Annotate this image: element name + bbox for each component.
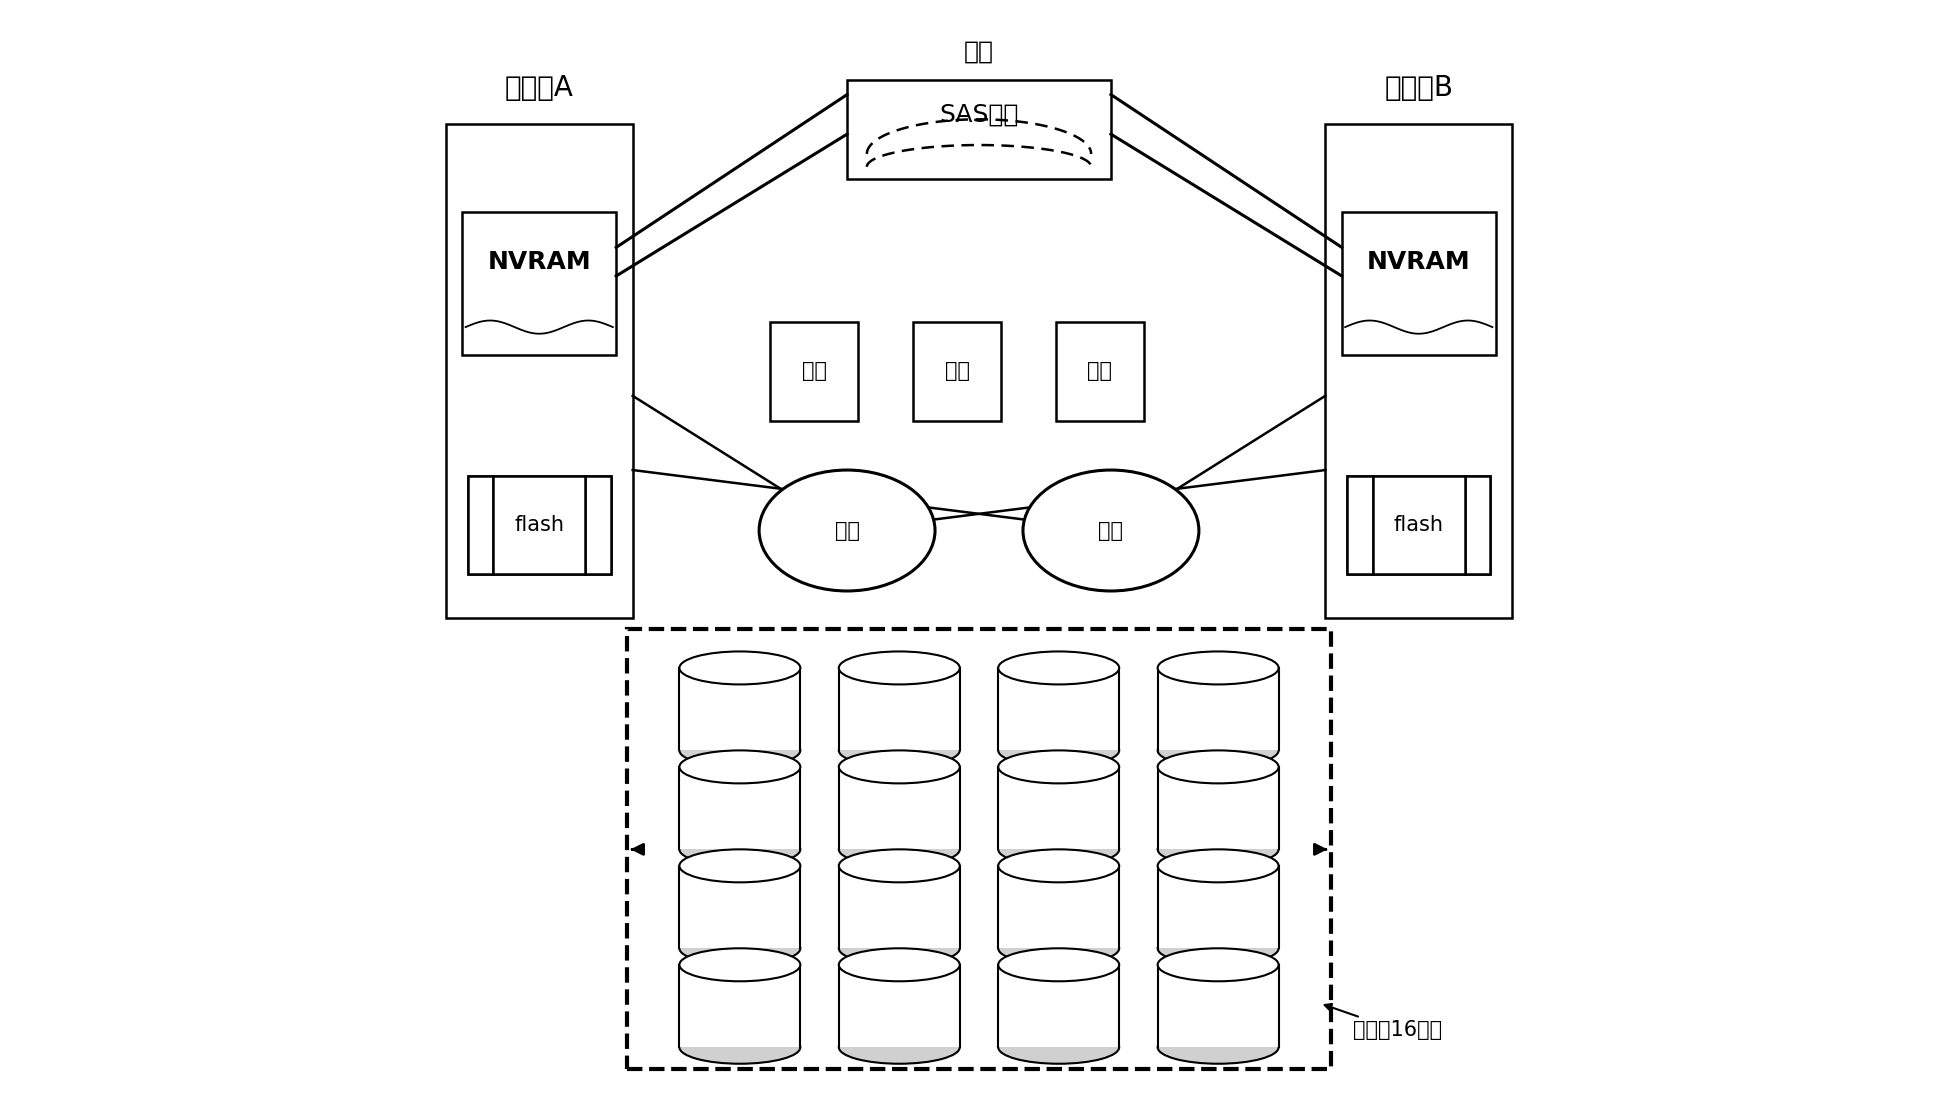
FancyBboxPatch shape [585,475,611,575]
Text: 控制器B: 控制器B [1384,74,1452,102]
Ellipse shape [998,850,1119,882]
Text: flash: flash [1393,515,1442,535]
FancyBboxPatch shape [838,866,959,948]
FancyBboxPatch shape [462,212,616,355]
FancyBboxPatch shape [626,630,1331,1070]
Ellipse shape [759,470,935,591]
Text: 电源: 电源 [834,520,859,540]
Text: 硬盘（16块）: 硬盘（16块） [1325,1004,1440,1040]
Ellipse shape [838,652,959,684]
FancyBboxPatch shape [446,124,632,619]
Text: 风扇: 风扇 [800,361,826,381]
Ellipse shape [1157,652,1278,684]
Ellipse shape [679,833,800,866]
Ellipse shape [679,932,800,965]
Ellipse shape [998,734,1119,767]
Ellipse shape [998,750,1119,783]
FancyBboxPatch shape [468,475,611,575]
Ellipse shape [679,1031,800,1064]
FancyBboxPatch shape [998,667,1119,750]
FancyBboxPatch shape [998,866,1119,948]
Ellipse shape [838,750,959,783]
Ellipse shape [679,652,800,684]
Text: NVRAM: NVRAM [1366,250,1470,274]
Ellipse shape [1157,734,1278,767]
FancyBboxPatch shape [493,475,585,575]
FancyBboxPatch shape [1464,475,1489,575]
FancyBboxPatch shape [838,965,959,1048]
FancyBboxPatch shape [679,667,800,750]
Ellipse shape [679,850,800,882]
Ellipse shape [1157,1031,1278,1064]
Ellipse shape [998,1031,1119,1064]
Text: 电源: 电源 [1098,520,1123,540]
Text: flash: flash [515,515,564,535]
Ellipse shape [679,750,800,783]
Text: 风扇: 风扇 [943,361,969,381]
FancyBboxPatch shape [679,866,800,948]
FancyBboxPatch shape [1372,475,1464,575]
Ellipse shape [838,1031,959,1064]
Text: 控制器A: 控制器A [505,74,573,102]
Ellipse shape [998,948,1119,981]
Ellipse shape [679,734,800,767]
Ellipse shape [998,652,1119,684]
FancyBboxPatch shape [1157,866,1278,948]
FancyBboxPatch shape [998,965,1119,1048]
Ellipse shape [1157,948,1278,981]
Ellipse shape [679,948,800,981]
Ellipse shape [838,932,959,965]
FancyBboxPatch shape [1346,475,1372,575]
Ellipse shape [1157,750,1278,783]
Ellipse shape [838,850,959,882]
FancyBboxPatch shape [769,322,857,421]
FancyBboxPatch shape [1341,212,1495,355]
Ellipse shape [1157,932,1278,965]
Text: SAS通道: SAS通道 [939,103,1018,126]
FancyBboxPatch shape [847,80,1110,179]
Ellipse shape [998,932,1119,965]
Ellipse shape [998,833,1119,866]
FancyBboxPatch shape [1055,322,1143,421]
FancyBboxPatch shape [1346,475,1489,575]
Text: 风扇: 风扇 [1086,361,1112,381]
Text: 背板: 背板 [963,40,994,63]
FancyBboxPatch shape [1157,667,1278,750]
Ellipse shape [838,948,959,981]
Ellipse shape [1022,470,1198,591]
FancyBboxPatch shape [998,767,1119,850]
FancyBboxPatch shape [838,767,959,850]
FancyBboxPatch shape [1157,965,1278,1048]
FancyBboxPatch shape [679,965,800,1048]
FancyBboxPatch shape [468,475,493,575]
Ellipse shape [838,833,959,866]
Ellipse shape [838,734,959,767]
FancyBboxPatch shape [1325,124,1511,619]
FancyBboxPatch shape [838,667,959,750]
Ellipse shape [1157,850,1278,882]
FancyBboxPatch shape [912,322,1000,421]
FancyBboxPatch shape [679,767,800,850]
Ellipse shape [1157,833,1278,866]
FancyBboxPatch shape [1157,767,1278,850]
Text: NVRAM: NVRAM [487,250,591,274]
